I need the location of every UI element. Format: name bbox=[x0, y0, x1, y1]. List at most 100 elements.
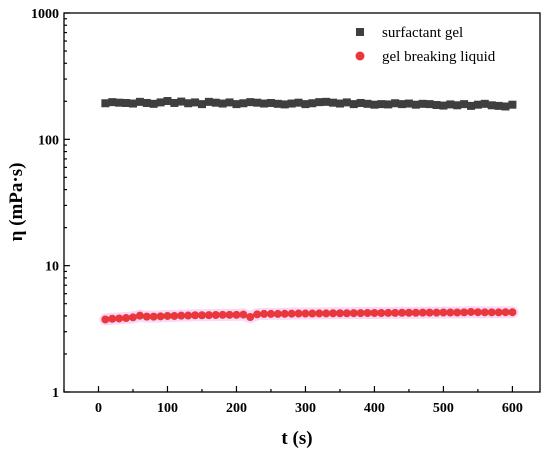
data-point bbox=[301, 100, 310, 109]
data-point bbox=[473, 308, 482, 317]
data-point bbox=[163, 97, 172, 106]
x-tick-label: 100 bbox=[157, 401, 178, 416]
data-point bbox=[501, 308, 510, 317]
data-point bbox=[391, 308, 400, 317]
data-point bbox=[122, 314, 131, 323]
data-point bbox=[315, 309, 324, 318]
data-point bbox=[218, 99, 227, 108]
data-point bbox=[446, 100, 455, 109]
data-point bbox=[391, 99, 400, 108]
data-point bbox=[260, 99, 269, 108]
data-point bbox=[135, 311, 144, 320]
data-point bbox=[480, 99, 489, 108]
data-point bbox=[432, 308, 441, 317]
data-point bbox=[191, 98, 200, 107]
data-point bbox=[356, 309, 365, 318]
data-point bbox=[363, 309, 372, 318]
data-point bbox=[122, 98, 131, 107]
data-point bbox=[294, 98, 303, 107]
data-point bbox=[487, 308, 496, 317]
data-point bbox=[128, 313, 137, 322]
x-tick-label: 500 bbox=[433, 401, 454, 416]
data-point bbox=[342, 98, 351, 107]
x-tick-label: 0 bbox=[95, 401, 102, 416]
data-point bbox=[135, 97, 144, 106]
data-point bbox=[398, 100, 407, 109]
data-point bbox=[197, 100, 206, 109]
data-point bbox=[377, 100, 386, 109]
data-point bbox=[280, 309, 289, 318]
data-point bbox=[439, 308, 448, 317]
data-point bbox=[239, 99, 248, 108]
data-point bbox=[101, 99, 110, 108]
data-point bbox=[266, 309, 275, 318]
data-point bbox=[204, 311, 213, 320]
x-tick-label: 200 bbox=[226, 401, 247, 416]
data-point bbox=[108, 314, 117, 323]
data-point bbox=[273, 99, 282, 108]
data-point bbox=[149, 99, 158, 108]
data-point bbox=[508, 308, 517, 317]
data-point bbox=[177, 97, 186, 106]
data-point bbox=[301, 309, 310, 318]
data-point bbox=[184, 311, 193, 320]
data-point bbox=[349, 100, 358, 109]
data-point bbox=[273, 309, 282, 318]
x-tick-label: 600 bbox=[502, 401, 523, 416]
data-point bbox=[356, 98, 365, 107]
data-point bbox=[425, 308, 434, 317]
data-point bbox=[108, 98, 117, 107]
data-point bbox=[349, 309, 358, 318]
data-point bbox=[308, 309, 317, 318]
data-point bbox=[480, 308, 489, 317]
data-point bbox=[398, 308, 407, 317]
data-point bbox=[467, 307, 476, 316]
data-point bbox=[508, 100, 517, 109]
data-point bbox=[232, 310, 241, 319]
data-point bbox=[177, 311, 186, 320]
data-point bbox=[432, 100, 441, 109]
data-point bbox=[142, 98, 151, 107]
data-point bbox=[370, 309, 379, 318]
plot-frame bbox=[63, 12, 541, 393]
data-point bbox=[280, 100, 289, 109]
y-tick-label: 1 bbox=[52, 386, 59, 401]
data-point bbox=[453, 308, 462, 317]
data-point bbox=[156, 98, 165, 107]
data-point bbox=[225, 310, 234, 319]
data-point bbox=[460, 308, 469, 317]
data-point bbox=[142, 312, 151, 321]
data-point bbox=[163, 311, 172, 320]
data-point bbox=[335, 99, 344, 108]
data-point bbox=[315, 98, 324, 107]
data-point bbox=[115, 98, 124, 107]
data-point bbox=[494, 101, 503, 110]
series-1 bbox=[101, 97, 517, 111]
data-point bbox=[439, 101, 448, 110]
plot-marks bbox=[99, 97, 519, 326]
data-point bbox=[453, 101, 462, 110]
legend-marker bbox=[355, 51, 365, 61]
data-point bbox=[322, 97, 331, 106]
data-point bbox=[467, 101, 476, 110]
data-point bbox=[225, 98, 234, 107]
legend-marker bbox=[356, 28, 364, 36]
legend: surfactant gel gel breaking liquid bbox=[355, 25, 496, 65]
data-point bbox=[404, 99, 413, 108]
data-point bbox=[287, 99, 296, 108]
data-point bbox=[418, 99, 427, 108]
x-axis-title: t (s) bbox=[281, 428, 312, 449]
axes: 0 100 200 300 400 500 600 1 10 100 1000 bbox=[31, 7, 541, 416]
data-point bbox=[308, 99, 317, 108]
data-point bbox=[115, 314, 124, 323]
data-point bbox=[370, 100, 379, 109]
data-point bbox=[377, 309, 386, 318]
y-tick-label: 10 bbox=[45, 260, 59, 275]
data-point bbox=[211, 310, 220, 319]
x-tick-label: 400 bbox=[364, 401, 385, 416]
data-point bbox=[246, 313, 255, 322]
y-axis-title: η (mPa·s) bbox=[6, 163, 27, 242]
data-point bbox=[253, 310, 262, 319]
data-point bbox=[170, 311, 179, 320]
y-tick-label: 1000 bbox=[31, 7, 59, 22]
